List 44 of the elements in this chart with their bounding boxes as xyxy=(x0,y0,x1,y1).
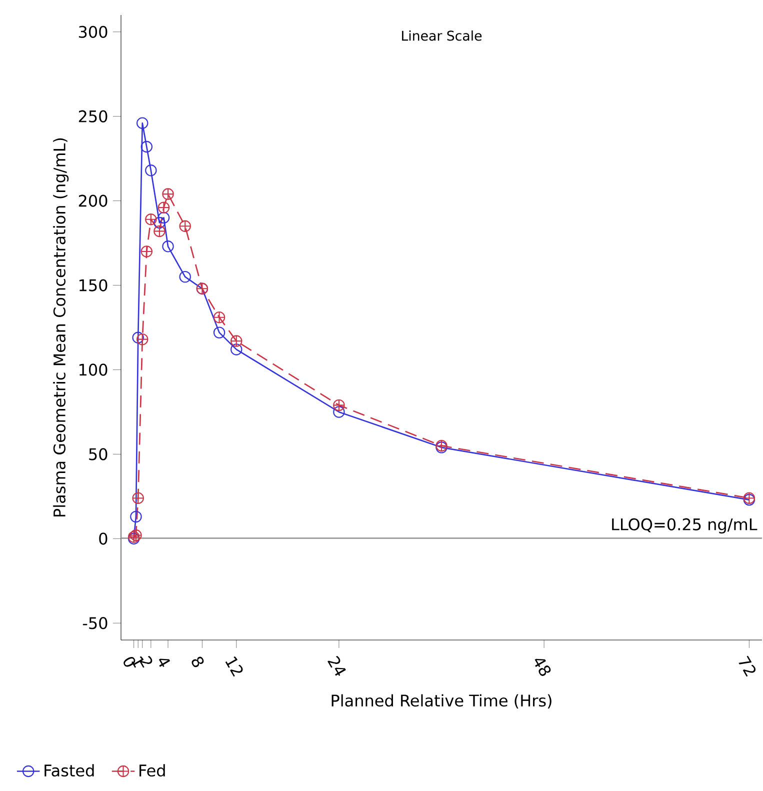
y-tick-label: -50 xyxy=(82,617,108,630)
point xyxy=(213,311,226,324)
point xyxy=(145,164,157,176)
x-tick-label: 72 xyxy=(738,656,756,677)
point xyxy=(132,332,144,344)
legend-label: Fed xyxy=(140,764,165,777)
text: Linear Scale xyxy=(402,30,482,41)
y-tick-label: 300 xyxy=(78,26,108,38)
point xyxy=(154,216,166,229)
point xyxy=(136,117,148,129)
point xyxy=(230,335,242,347)
y-axis-title: Plasma Geometric Mean Concentration (ng/mL) xyxy=(53,138,69,516)
point xyxy=(158,212,170,224)
point xyxy=(154,225,166,238)
x-tick-label: 8 xyxy=(192,656,204,668)
point xyxy=(130,510,142,523)
point xyxy=(140,140,153,153)
point xyxy=(179,270,191,283)
y-tick-label: 100 xyxy=(80,364,108,376)
ref-line-label: LLOQ=0.25 ng/mL xyxy=(612,518,758,534)
point xyxy=(130,529,142,542)
y-tick-label: 200 xyxy=(78,194,108,207)
x-tick-label: 48 xyxy=(534,658,551,676)
point xyxy=(333,399,345,412)
legend-label: Fasted xyxy=(44,764,94,777)
point xyxy=(333,406,345,418)
point xyxy=(145,214,157,226)
x-axis-title: Planned Relative Time (Hrs) xyxy=(332,694,552,708)
point xyxy=(140,246,153,258)
point xyxy=(162,188,174,200)
x-tick-label: 12 xyxy=(225,656,243,677)
y-tick-label: 150 xyxy=(80,279,108,292)
point xyxy=(230,344,242,356)
point xyxy=(179,220,191,232)
point xyxy=(213,326,226,338)
y-tick-label: 250 xyxy=(78,110,108,122)
x-tick-label: 4 xyxy=(158,658,170,667)
point xyxy=(162,240,174,252)
point xyxy=(158,202,170,214)
x-tick-label: 24 xyxy=(328,656,346,676)
y-tick-label: 50 xyxy=(89,448,108,460)
y-tick-label: 0 xyxy=(99,532,108,545)
point xyxy=(132,492,144,504)
point xyxy=(136,333,148,346)
